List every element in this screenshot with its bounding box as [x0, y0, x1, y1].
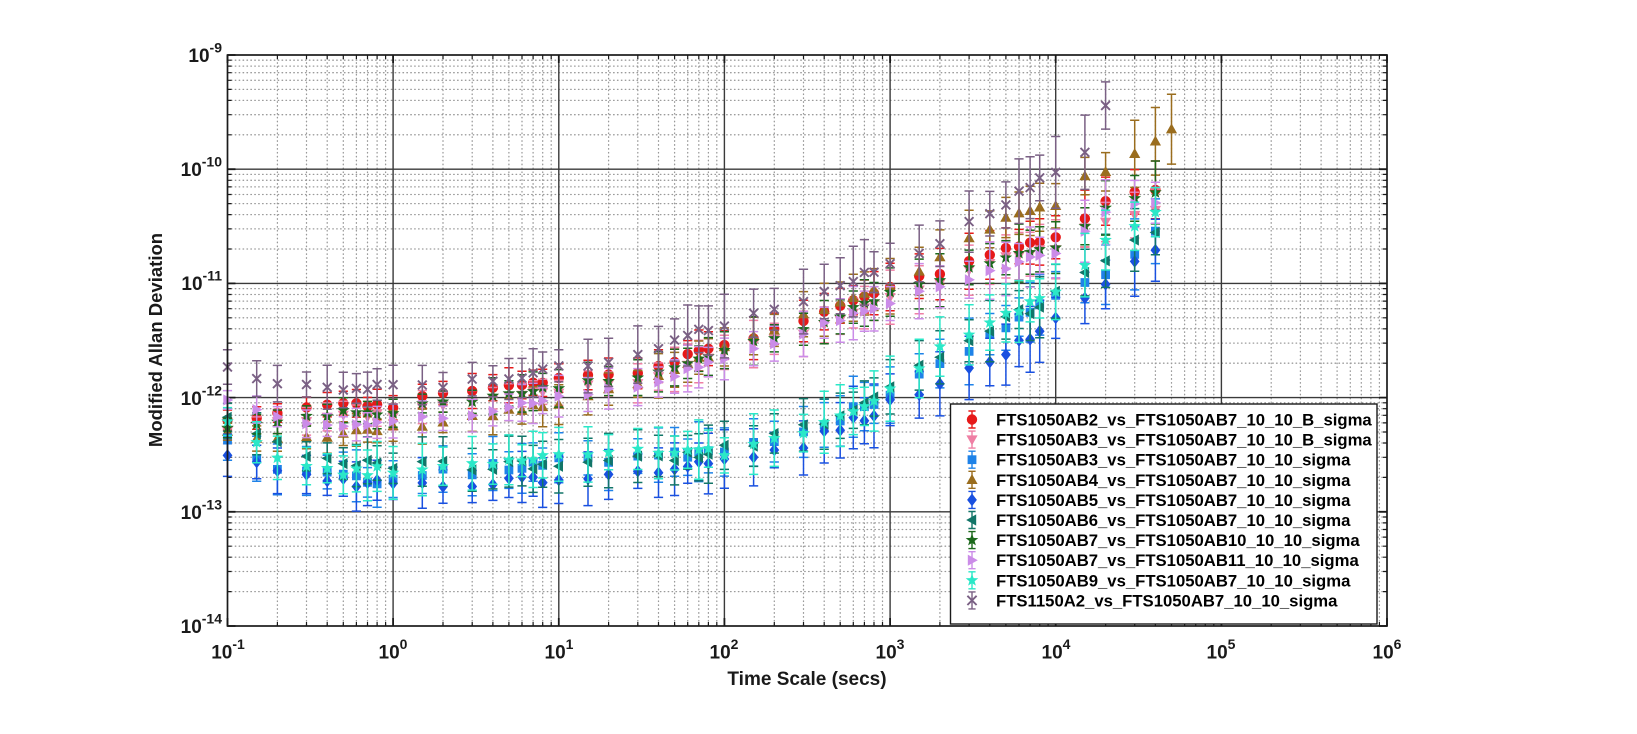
svg-text:FTS1050AB5_vs_FTS1050AB7_10_10: FTS1050AB5_vs_FTS1050AB7_10_10_sigma: [996, 491, 1351, 510]
svg-text:FTS1050AB3_vs_FTS1050AB7_10_10: FTS1050AB3_vs_FTS1050AB7_10_10_sigma: [996, 451, 1351, 470]
svg-text:FTS1050AB6_vs_FTS1050AB7_10_10: FTS1050AB6_vs_FTS1050AB7_10_10_sigma: [996, 511, 1351, 530]
svg-text:FTS1050AB2_vs_FTS1050AB7_10_10: FTS1050AB2_vs_FTS1050AB7_10_10_B_sigma: [996, 411, 1372, 430]
svg-text:FTS1050AB7_vs_FTS1050AB11_10_1: FTS1050AB7_vs_FTS1050AB11_10_10_sigma: [996, 551, 1359, 570]
svg-text:FTS1050AB9_vs_FTS1050AB7_10_10: FTS1050AB9_vs_FTS1050AB7_10_10_sigma: [996, 571, 1351, 590]
svg-text:Modified Allan Deviation: Modified Allan Deviation: [145, 233, 166, 447]
svg-text:Time Scale (secs): Time Scale (secs): [727, 669, 886, 690]
svg-text:FTS1150A2_vs_FTS1050AB7_10_10_: FTS1150A2_vs_FTS1050AB7_10_10_sigma: [996, 591, 1338, 610]
svg-text:FTS1050AB3_vs_FTS1050AB7_10_10: FTS1050AB3_vs_FTS1050AB7_10_10_B_sigma: [996, 431, 1372, 450]
svg-text:FTS1050AB4_vs_FTS1050AB7_10_10: FTS1050AB4_vs_FTS1050AB7_10_10_sigma: [996, 471, 1351, 490]
svg-text:FTS1050AB7_vs_FTS1050AB10_10_1: FTS1050AB7_vs_FTS1050AB10_10_10_sigma: [996, 531, 1360, 550]
